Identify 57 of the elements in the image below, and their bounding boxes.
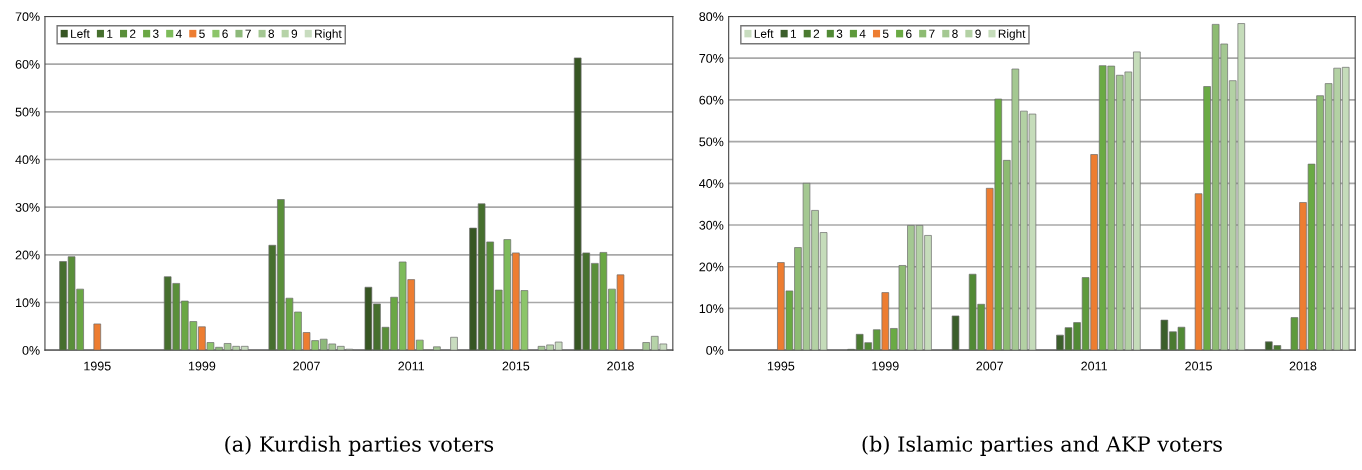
y-tick-label: 20%: [699, 262, 724, 272]
text: (a) Kurdish parties voters: [225, 435, 494, 456]
legend-label: Left: [754, 29, 774, 38]
legend-label: 3: [836, 29, 843, 38]
legend-label: 1: [107, 29, 113, 38]
x-tick-label: 2018: [1289, 361, 1317, 371]
y-tick-label: 50%: [15, 107, 40, 117]
y-tick-label: 80%: [699, 12, 724, 22]
x-tick-label: 2007: [976, 361, 1003, 371]
legend-label: 2: [813, 29, 820, 38]
legend-label: Right: [315, 29, 342, 41]
x-tick-label: 1995: [84, 361, 111, 371]
legend-label: 9: [975, 29, 981, 38]
legend-label: Left: [71, 29, 90, 38]
x-tick-label: 1999: [188, 361, 216, 371]
x-tick-label: 2015: [1185, 361, 1212, 371]
y-tick-label: 30%: [699, 220, 724, 230]
legend-label: Right: [998, 29, 1026, 41]
y-tick-label: 0%: [706, 345, 724, 355]
bar: [450, 336, 458, 351]
y-tick-label: 10%: [16, 298, 40, 308]
bar: [433, 346, 441, 351]
y-tick-label: 60%: [15, 59, 40, 69]
legend-label: 2: [130, 29, 136, 38]
y-tick-label: 70%: [699, 53, 724, 63]
y-tick-label: 10%: [699, 304, 724, 314]
y-tick-label: 20%: [15, 250, 40, 260]
legend-label: 7: [929, 29, 935, 38]
y-tick-label: 0%: [22, 345, 40, 355]
legend-label: 9: [291, 29, 298, 38]
bar: [951, 315, 960, 351]
y-tick-label: 60%: [699, 95, 724, 105]
x-tick-label: 1995: [767, 361, 795, 371]
x-tick-label: 2011: [1081, 361, 1107, 371]
text: (b) Islamic parties and AKP voters: [862, 435, 1222, 456]
x-tick-label: 2007: [293, 361, 320, 371]
y-tick-label: 40%: [699, 179, 724, 188]
y-tick-label: 50%: [699, 137, 724, 147]
x-tick-label: 2018: [607, 361, 634, 371]
legend-label: 5: [199, 29, 205, 38]
legend-label: 6: [906, 29, 912, 38]
y-tick-label: 70%: [15, 12, 40, 22]
x-tick-label: 1999: [872, 361, 899, 371]
bar: [93, 323, 102, 351]
legend-label: 8: [952, 29, 958, 38]
legend-label: 7: [245, 29, 251, 38]
y-tick-label: 30%: [15, 202, 40, 212]
legend-label: 4: [175, 29, 182, 38]
legend-label: 5: [882, 29, 889, 38]
legend-label: 6: [222, 29, 228, 38]
legend-label: 4: [859, 29, 866, 38]
x-tick-label: 2011: [398, 361, 425, 371]
x-tick-label: 2015: [502, 361, 530, 371]
legend-label: 8: [268, 29, 275, 38]
legend-label: 1: [790, 29, 797, 38]
y-tick-label: 40%: [15, 155, 40, 165]
legend-label: 3: [152, 29, 159, 38]
